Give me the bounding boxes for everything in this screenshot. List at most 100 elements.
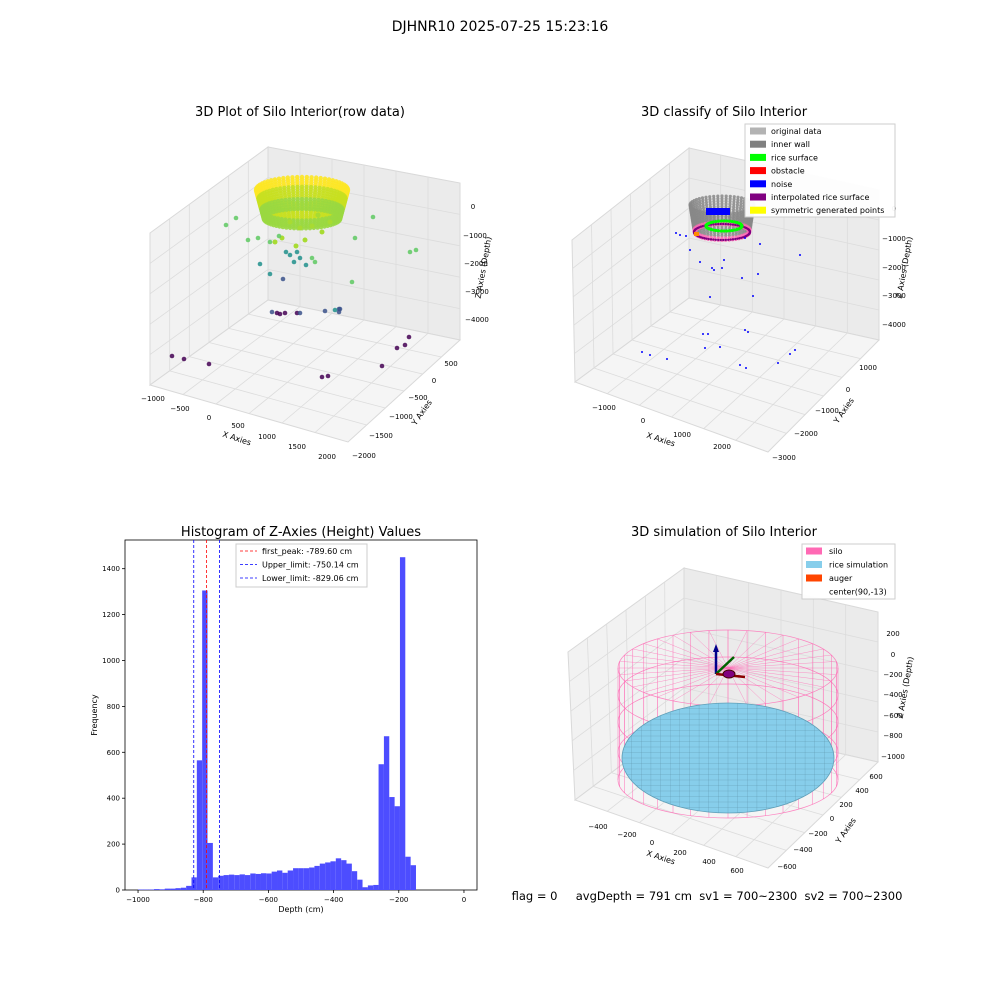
silo-roof-line [619, 667, 729, 675]
raw-point [337, 215, 343, 220]
raw-point [352, 235, 358, 241]
histogram-bar [277, 870, 283, 890]
silo-roof-line [727, 667, 813, 693]
raw-point [291, 206, 297, 212]
simulation-y-tick: −600 [777, 863, 796, 871]
interpolated-point [709, 238, 713, 241]
histogram-plot-area [124, 539, 478, 891]
noise-point [713, 269, 715, 271]
wall-point [720, 197, 724, 201]
classify-x-tick: 1000 [673, 431, 691, 439]
rice-surface-point [732, 228, 737, 232]
raw-point [311, 207, 317, 212]
raw-y-label: Y Axies [409, 398, 434, 428]
silo-roof-line [708, 630, 729, 669]
classify-y-tick: 0 [846, 386, 850, 394]
raw-point [312, 259, 318, 265]
wall-point [700, 196, 705, 200]
classify-legend-swatch [750, 193, 766, 201]
classify-y-tick: −3000 [772, 454, 796, 462]
rice-surface-point [711, 220, 716, 224]
simulation-y-tick: 0 [830, 815, 834, 823]
simulation-x-tick: 0 [650, 839, 654, 847]
rice-surface-point [725, 219, 729, 223]
wall-point [720, 236, 724, 240]
simulation-z-tick: −400 [883, 691, 902, 699]
classify-3d-y-ticks: −3000 −2000 −1000 0 1000 [772, 364, 877, 462]
wall-point [712, 231, 717, 235]
simulation-z-label: Z Axies (Depth) [896, 656, 916, 719]
raw-y-tick: −2000 [352, 452, 376, 460]
interpolated-point [748, 230, 752, 233]
simulation-y-label: Y Axies [833, 816, 858, 846]
silo-roof-line [727, 638, 799, 669]
raw-point [280, 224, 286, 230]
wall-point [738, 206, 743, 210]
histogram-bar [260, 873, 267, 890]
raw-y-tick: 0 [432, 377, 436, 385]
simulation-z-tick: −200 [883, 671, 902, 679]
silo-roof-line [727, 630, 748, 669]
histogram-x-tick-label: −200 [389, 896, 408, 904]
raw-point [319, 374, 325, 380]
wall-point [724, 236, 728, 240]
histogram-x-tick-label: −1000 [126, 896, 150, 904]
raw-x-label: X Axies [221, 430, 252, 448]
wall-point [699, 212, 703, 216]
classify-legend-swatch [750, 206, 766, 214]
interpolated-point [727, 223, 730, 226]
wall-point [716, 197, 720, 201]
noise-point [685, 235, 687, 237]
interpolated-point [703, 237, 706, 240]
wall-point [695, 203, 699, 207]
wall-point [713, 236, 717, 240]
histogram-bar [159, 889, 165, 890]
wall-point [739, 201, 743, 205]
wall-point [727, 233, 731, 237]
simulation-z-tick: −1000 [881, 753, 905, 761]
raw-point [293, 243, 299, 249]
grid-line [573, 687, 685, 771]
histogram-bar [266, 873, 272, 890]
raw-point [233, 215, 239, 221]
raw-point [402, 342, 408, 348]
histogram-x-tick-label: −400 [324, 896, 343, 904]
histogram-y-tick-label: 1400 [102, 565, 120, 573]
wall-point [728, 205, 732, 209]
silo-roof-line [672, 634, 729, 669]
histogram-bar [325, 862, 331, 890]
histogram-bar [287, 870, 294, 890]
wall-point [708, 197, 712, 201]
noise-point [739, 364, 741, 366]
rice-surface-point [716, 229, 721, 233]
raw-point [302, 237, 308, 243]
grid-line [267, 269, 461, 309]
noise-point [702, 333, 704, 335]
raw-3d-points [169, 174, 419, 380]
noise-point [679, 234, 681, 236]
noise-point [719, 346, 721, 348]
rice-surface-point [714, 219, 718, 224]
silo-roof-line [727, 667, 824, 688]
simulation-z-tick: −800 [883, 732, 902, 740]
noise-point [744, 237, 746, 239]
rice-surface-point [716, 219, 721, 223]
noise-point [745, 367, 747, 369]
classify-legend-label: inner wall [771, 140, 810, 149]
wall-point [702, 214, 706, 218]
wall-point [740, 220, 744, 224]
wall-point [737, 216, 742, 221]
simulation-3d-title: 3D simulation of Silo Interior [631, 525, 818, 540]
silo-roof-line [624, 667, 729, 682]
grid-line [573, 237, 690, 326]
interpolated-point [712, 223, 715, 226]
raw-x-tick: −500 [170, 405, 189, 413]
raw-point [303, 206, 309, 212]
simulation-z-tick: 200 [886, 630, 899, 638]
wall-point [716, 194, 720, 198]
wall-point [697, 220, 702, 225]
simulation-legend: silo rice simulation auger center(90,-13) [801, 543, 896, 600]
silo-roof-line [727, 667, 837, 675]
silo-roof-line [727, 661, 837, 669]
interpolated-point [722, 238, 725, 242]
